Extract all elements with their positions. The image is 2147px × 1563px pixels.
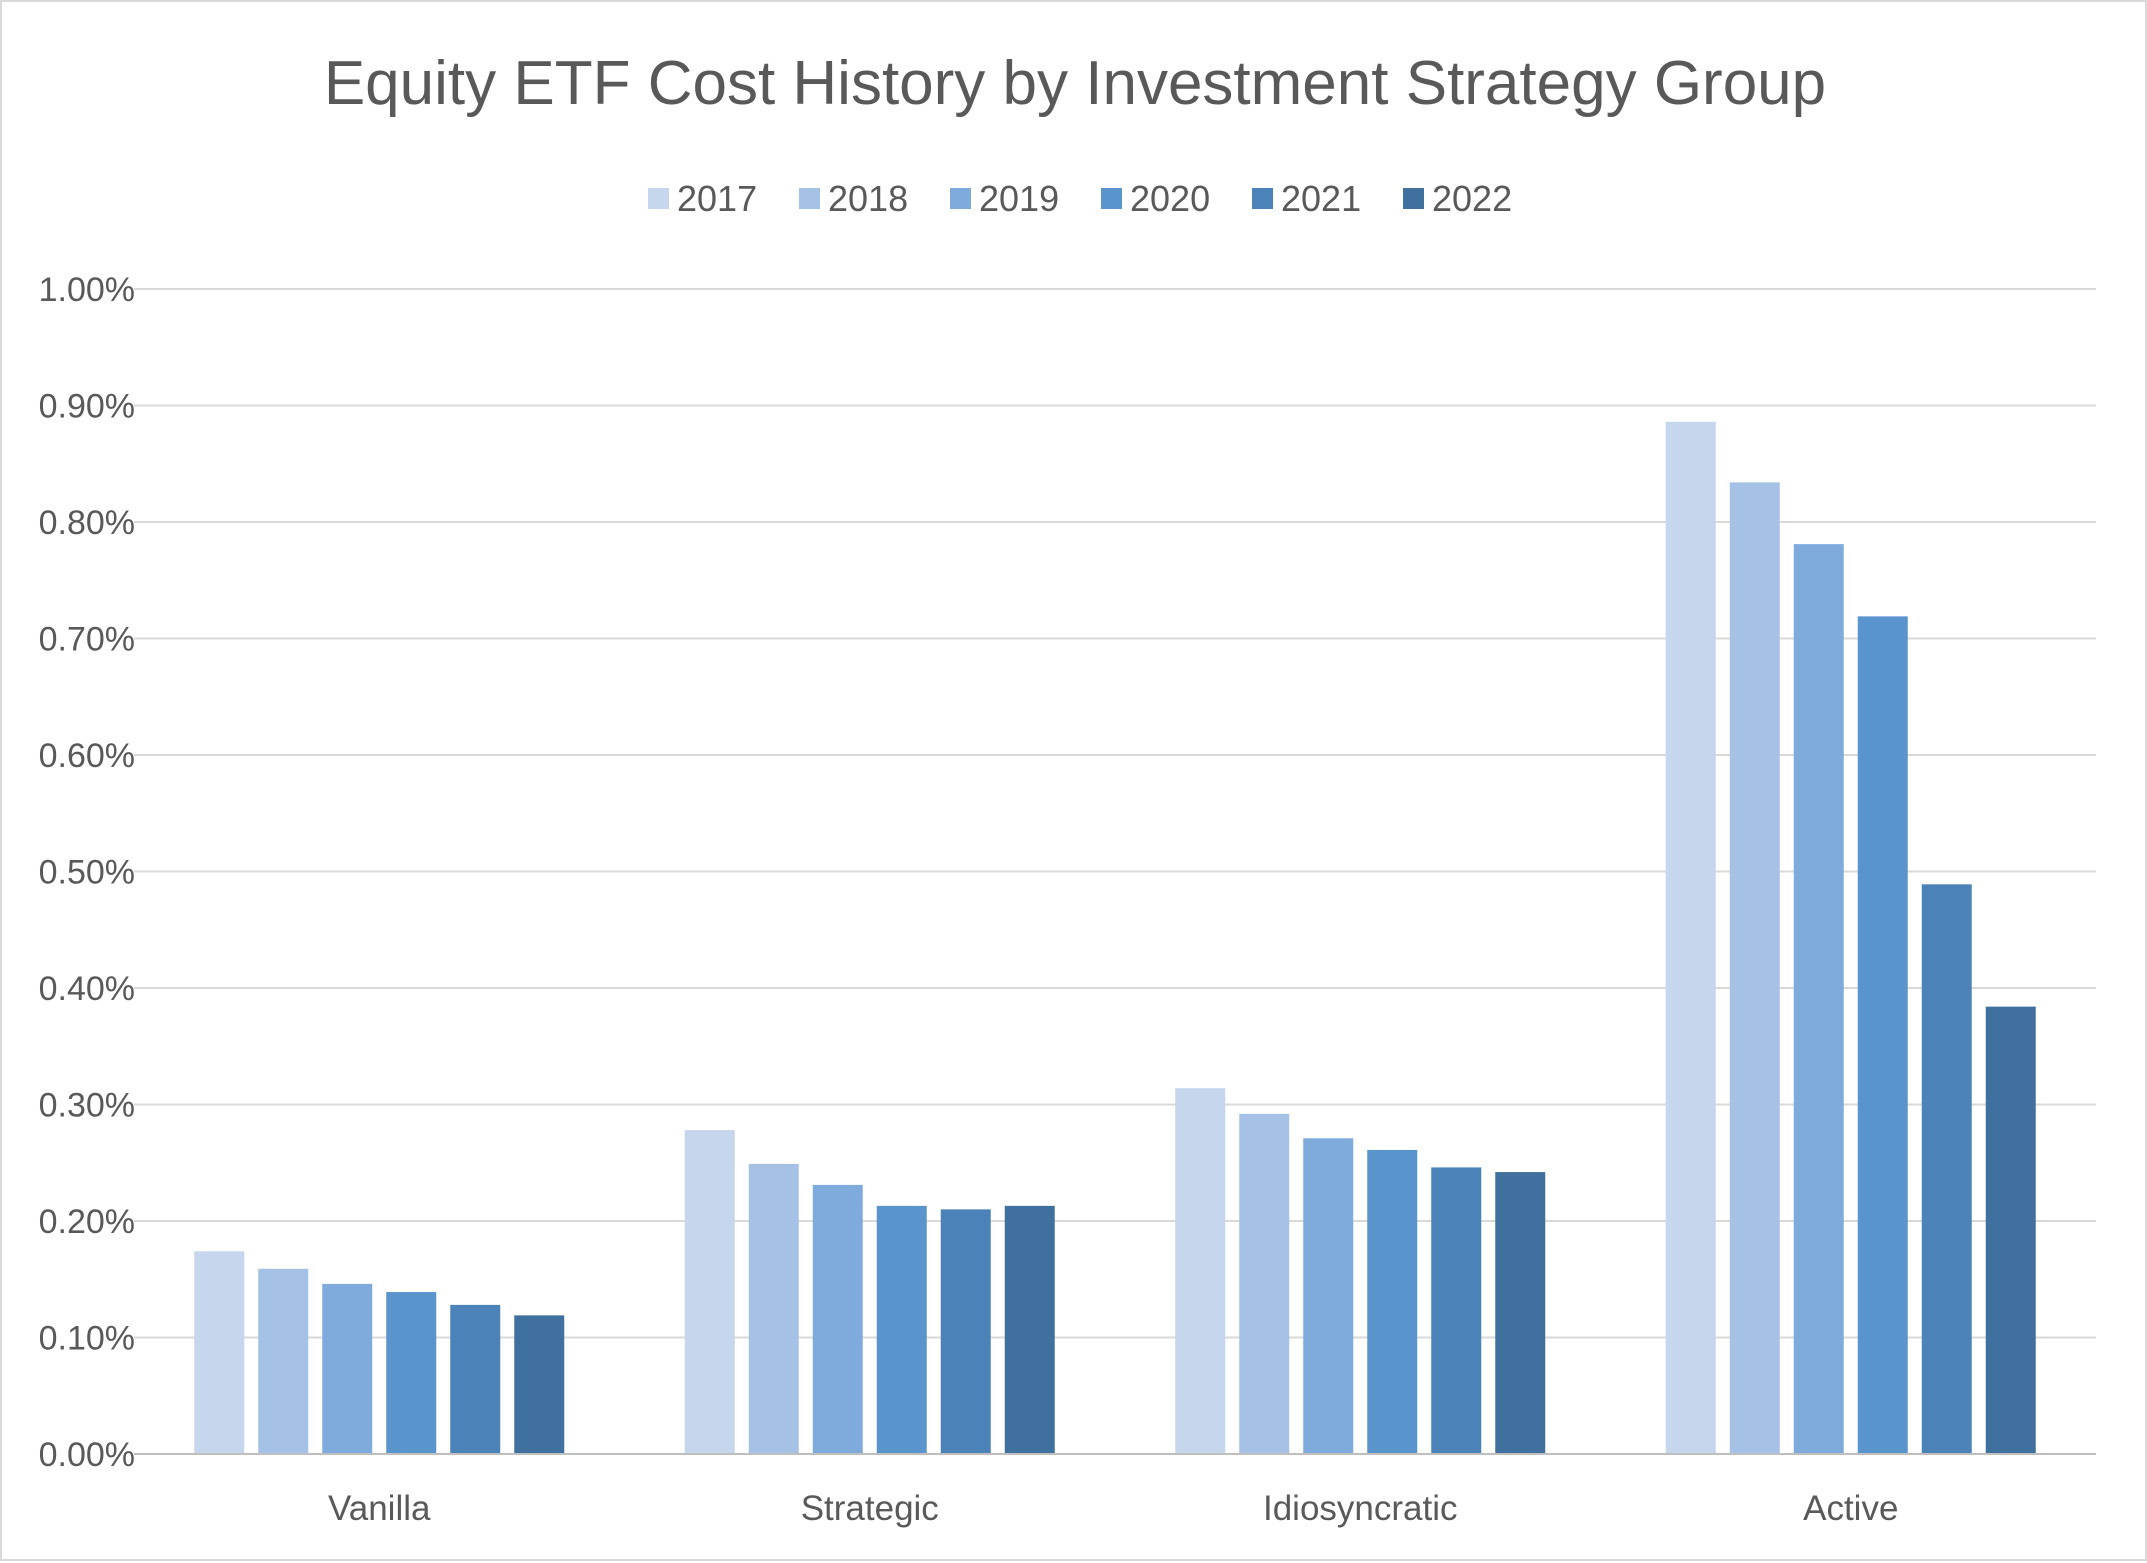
y-tick-label: 0.80% (39, 504, 135, 542)
y-tick-label: 0.20% (39, 1203, 135, 1241)
bar-vanilla-2020 (386, 1292, 437, 1454)
bar-active-2017 (1665, 421, 1716, 1454)
x-category-label: Vanilla (328, 1489, 431, 1528)
legend-label: 2022 (1432, 178, 1512, 219)
bar-strategic-2022 (1004, 1205, 1055, 1454)
bar-active-2019 (1793, 544, 1844, 1454)
y-tick-label: 0.70% (39, 621, 135, 659)
y-tick-label: 0.00% (39, 1436, 135, 1474)
gridlines (134, 288, 2096, 1339)
bar-idiosyncratic-2017 (1175, 1088, 1226, 1454)
y-tick-label: 0.60% (39, 737, 135, 775)
bar-strategic-2021 (940, 1209, 991, 1454)
legend-swatch (648, 188, 669, 209)
y-tick-label: 0.50% (39, 854, 135, 892)
bar-vanilla-2018 (258, 1268, 309, 1454)
y-tick-label: 0.10% (39, 1320, 135, 1358)
legend-swatch (950, 188, 971, 209)
bar-active-2018 (1729, 482, 1780, 1454)
bar-strategic-2018 (748, 1163, 799, 1454)
legend: 2017 2018 2019 2020 2021 2022 (648, 178, 1512, 219)
bar-vanilla-2019 (322, 1283, 373, 1454)
legend-item-2021: 2021 (1252, 178, 1361, 219)
bar-idiosyncratic-2018 (1239, 1113, 1290, 1454)
legend-label: 2017 (677, 178, 757, 219)
bar-vanilla-2021 (450, 1304, 501, 1454)
legend-label: 2019 (979, 178, 1059, 219)
legend-item-2019: 2019 (950, 178, 1059, 219)
bar-strategic-2019 (812, 1184, 863, 1454)
x-axis: Vanilla Strategic Idiosyncratic Active (134, 1453, 2096, 1528)
bar-active-2020 (1857, 616, 1908, 1454)
y-tick-label: 1.00% (39, 271, 135, 309)
legend-swatch (1252, 188, 1273, 209)
bar-vanilla-2017 (194, 1251, 245, 1454)
bar-active-2021 (1921, 884, 1972, 1454)
chart-title: Equity ETF Cost History by Investment St… (324, 49, 1826, 118)
y-tick-label: 0.40% (39, 970, 135, 1008)
legend-item-2022: 2022 (1403, 178, 1512, 219)
legend-swatch (799, 188, 820, 209)
legend-label: 2020 (1130, 178, 1210, 219)
bar-strategic-2017 (684, 1130, 735, 1454)
x-category-label: Idiosyncratic (1263, 1489, 1458, 1528)
legend-swatch (1101, 188, 1122, 209)
legend-label: 2018 (828, 178, 908, 219)
legend-item-2018: 2018 (799, 178, 908, 219)
y-tick-label: 0.30% (39, 1087, 135, 1125)
legend-item-2020: 2020 (1101, 178, 1210, 219)
legend-item-2017: 2017 (648, 178, 757, 219)
bar-idiosyncratic-2019 (1303, 1138, 1354, 1454)
bar-active-2022 (1985, 1006, 2036, 1454)
bar-idiosyncratic-2020 (1367, 1149, 1418, 1454)
legend-swatch (1403, 188, 1424, 209)
bar-vanilla-2022 (514, 1315, 565, 1454)
y-tick-label: 0.90% (39, 388, 135, 426)
legend-label: 2021 (1281, 178, 1361, 219)
bars (194, 421, 2036, 1454)
bar-idiosyncratic-2022 (1495, 1172, 1546, 1454)
bar-idiosyncratic-2021 (1431, 1167, 1482, 1454)
x-category-label: Strategic (801, 1489, 939, 1528)
x-category-label: Active (1803, 1489, 1898, 1528)
y-axis: 0.00% 0.10% 0.20% 0.30% 0.40% 0.50% 0.60% 0.70%… (39, 271, 135, 1474)
bar-strategic-2020 (876, 1205, 927, 1454)
